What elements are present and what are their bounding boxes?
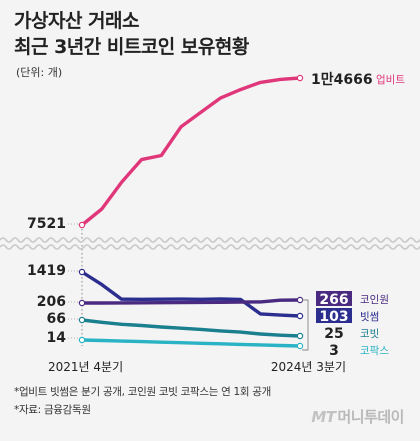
end-value-label: 103	[319, 309, 348, 325]
end-value-box	[316, 308, 352, 323]
end-value-box	[316, 291, 352, 306]
start-point	[78, 268, 86, 276]
start-point	[78, 299, 86, 307]
series-name-label: 코빗	[360, 328, 379, 340]
logo-text: 머니투데이	[337, 408, 404, 426]
series-name-label: 빗썸	[360, 311, 379, 323]
series-line	[80, 76, 302, 227]
series-line	[80, 270, 302, 318]
start-value-label: 7521	[27, 216, 66, 232]
series-line	[80, 298, 302, 305]
start-point	[78, 336, 86, 344]
x-tick-label: 2024년 3분기	[271, 360, 346, 374]
footnote-disclosure: *업비트 빗썸은 분기 공개, 코인원 코빗 코팍스는 연 1회 공개	[14, 386, 271, 398]
logo-mark: MT	[311, 408, 336, 426]
chart-subtitle: 최근 3년간 비트코인 보유현황	[14, 36, 249, 58]
footnote-source: *자료: 금융감독원	[14, 404, 91, 416]
series-name-label: 코팍스	[360, 345, 389, 357]
chart-title: 가상자산 거래소	[14, 10, 139, 32]
start-value-label: 66	[47, 311, 66, 327]
end-label-bracket	[302, 299, 309, 351]
unit-label: (단위: 개)	[16, 66, 63, 79]
end-value-label: 3	[329, 343, 339, 359]
start-point	[78, 316, 86, 324]
end-point	[296, 342, 304, 350]
start-value-label: 206	[37, 294, 66, 310]
end-value-label: 1만4666	[311, 72, 373, 88]
series-line	[80, 318, 302, 338]
end-value-label: 25	[324, 326, 343, 342]
x-tick-label: 2021년 4분기	[48, 360, 123, 374]
axis-break-mark	[0, 237, 420, 243]
end-point	[296, 74, 304, 82]
start-point	[78, 221, 86, 229]
series-line	[80, 338, 302, 348]
end-value-label: 266	[319, 292, 348, 308]
series-name-label: 코인원	[360, 294, 389, 306]
series-name-label: 업비트	[376, 73, 405, 86]
axis-break-mark	[0, 244, 420, 250]
end-point	[296, 312, 304, 320]
end-point	[296, 332, 304, 340]
start-value-label: 1419	[27, 263, 66, 279]
end-point	[296, 296, 304, 304]
publisher-logo: MT 머니투데이	[311, 406, 404, 427]
start-value-label: 14	[47, 330, 67, 346]
